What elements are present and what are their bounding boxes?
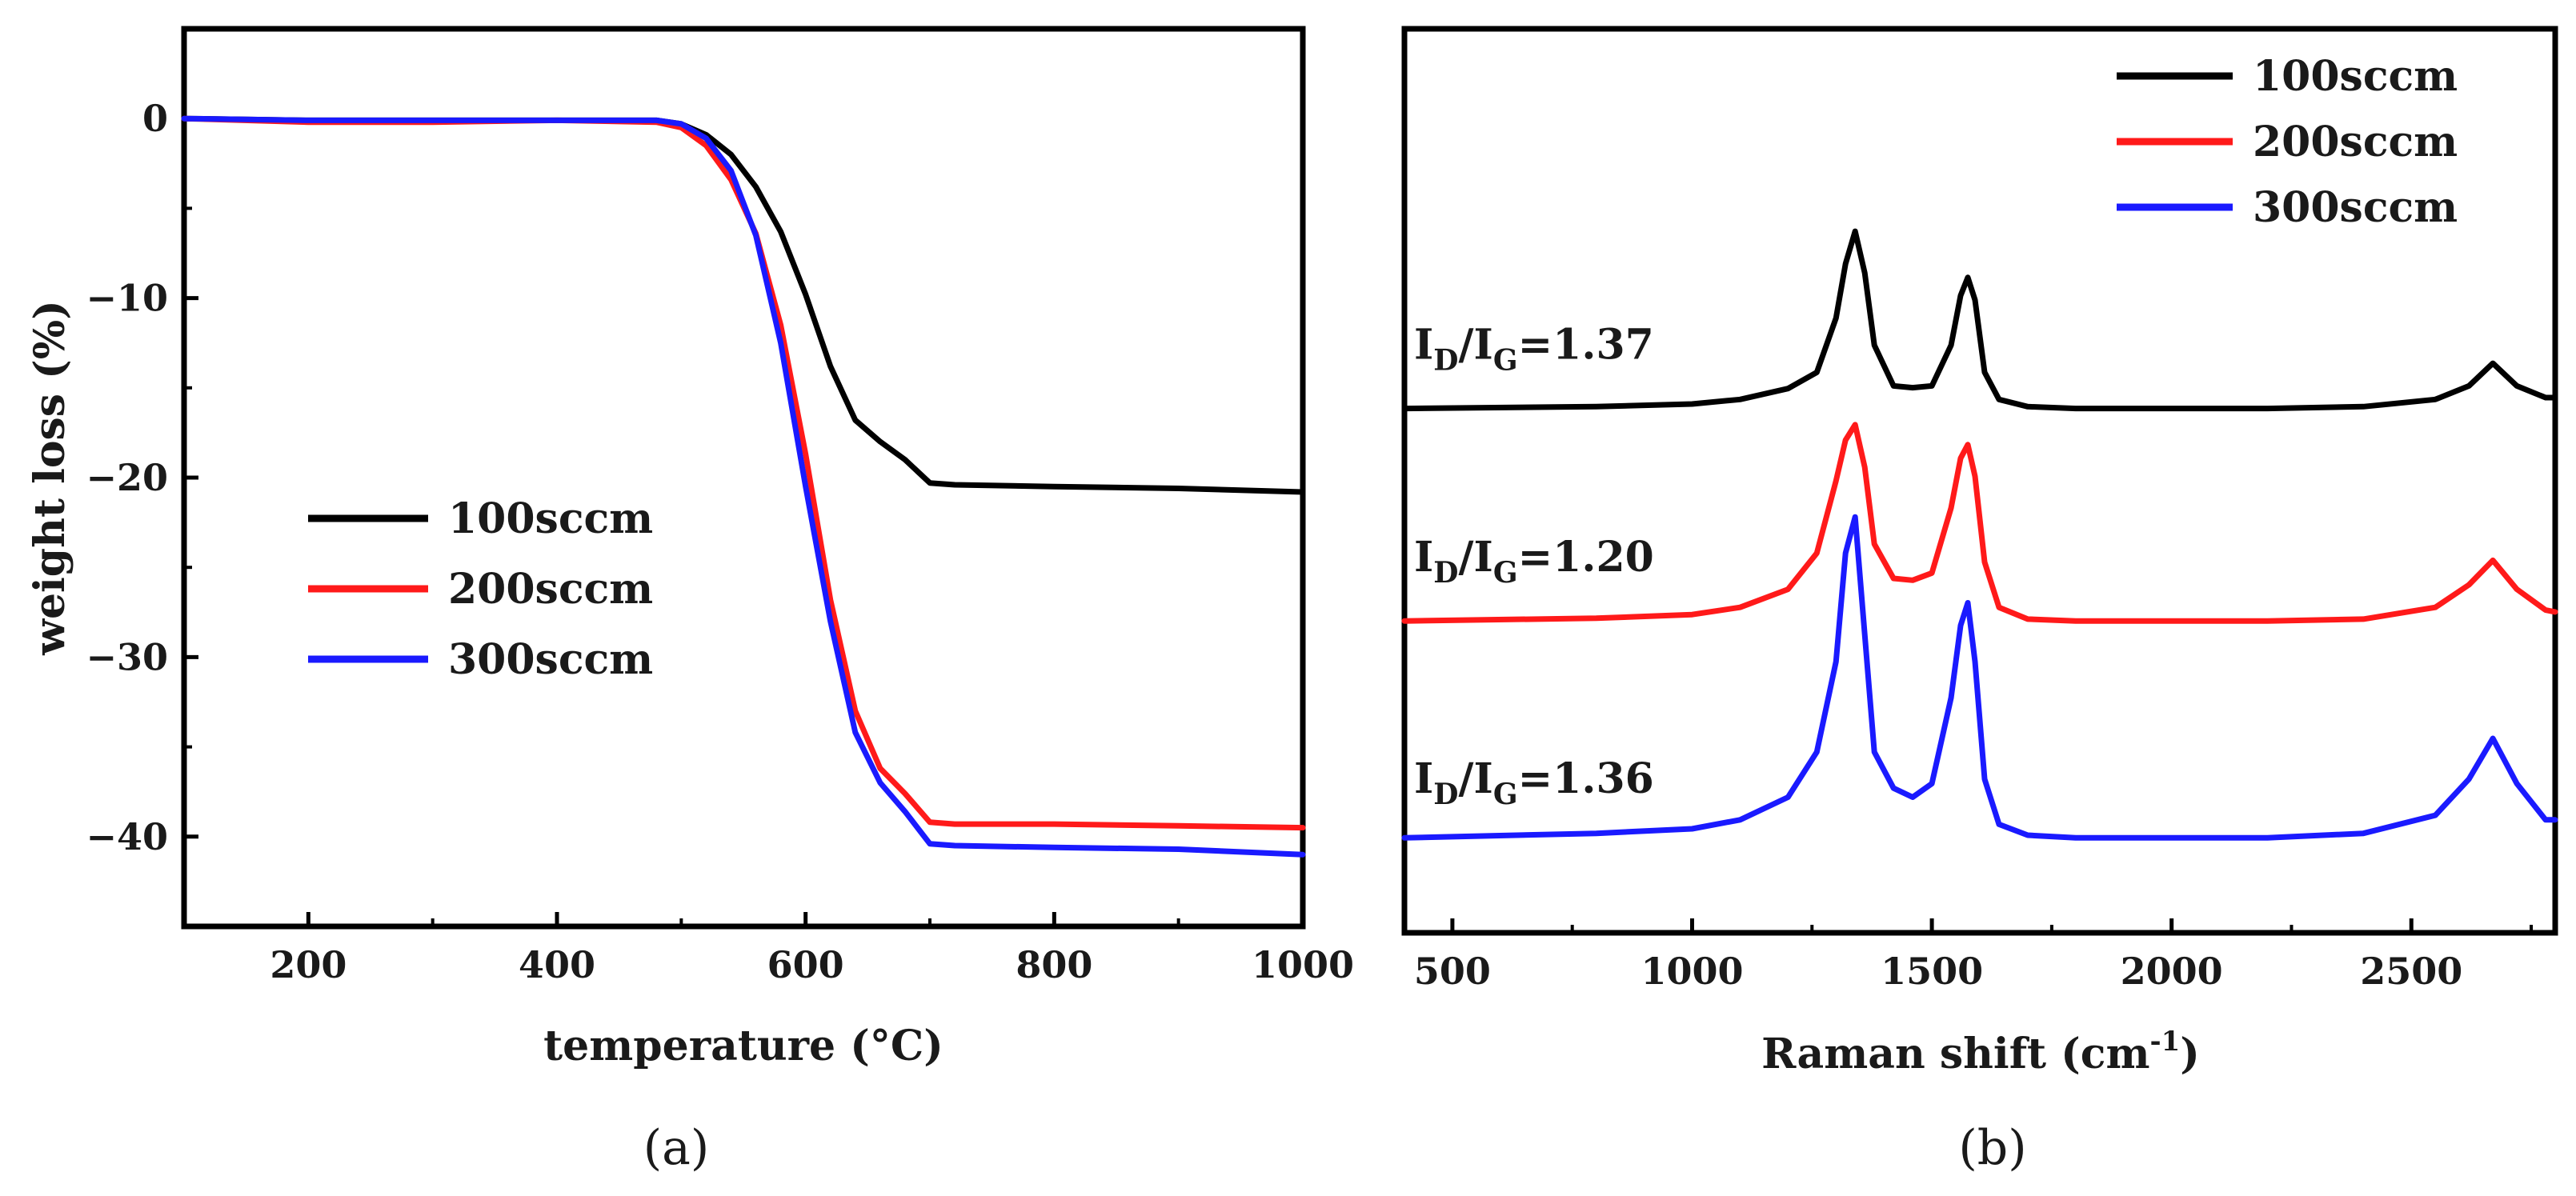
panel-b-plot-frame [1401,26,2558,936]
panel-a-y-tick-label: −30 [86,635,168,678]
panel-b-raman-chart: 500 1000 1500 2000 2500 ID/IG=1.37ID/IG=1.20… [1401,26,2558,1176]
panel-b-annotation-part: I [1414,320,1433,369]
panel-b-annotation-part: D [1433,556,1458,590]
panel-b-annotation-part: /I [1459,320,1493,369]
panel-b-series-line-100sccm [1401,228,2558,412]
panel-a-x-tick-label: 600 [767,943,844,986]
panel-b-legend-label: 300sccm [2253,183,2458,232]
panel-b-annotation-part: =1.36 [1518,754,1654,803]
panel-b-annotation-part: G [1493,343,1518,377]
panel-b-series-line-200sccm [1401,422,2558,624]
panel-b-x-tick-label: 2000 [2121,950,2223,993]
panel-a-plot-frame [181,26,1306,930]
panel-a-y-axis-title: weight loss (%) [26,300,74,656]
panel-a-y-tick-label: −20 [86,456,168,499]
panel-a-legend-label: 100sccm [448,494,653,543]
panel-b-annotation-part: G [1493,778,1518,811]
panel-a-label: (a) [643,1120,710,1176]
panel-b-id-ig-annotation: ID/IG=1.20 [1414,533,1654,590]
panel-b-x-tick-label: 1000 [1641,950,1743,993]
panel-b-x-axis-title-main: Raman shift (cm [1761,1030,2149,1078]
panel-b-x-tick-label: 2500 [2360,950,2462,993]
panel-a-x-tick-label: 400 [519,943,595,986]
panel-b-annotation-part: =1.37 [1518,320,1654,369]
panel-a-series-line-300sccm [181,115,1306,858]
panel-a-x-tick-label: 800 [1016,943,1092,986]
panel-a-series-line-100sccm [181,115,1306,495]
panel-a-y-tick-label: 0 [142,97,168,140]
panel-b-id-ig-annotation: ID/IG=1.37 [1414,320,1654,377]
panel-b-annotation-part: /I [1459,754,1493,803]
panel-a-series-line-200sccm [181,115,1306,831]
panel-b-label: (b) [1958,1120,2026,1176]
panel-b-annotation-part: /I [1459,533,1493,582]
panel-b-x-axis-title: Raman shift (cm-1) [1761,1026,2200,1078]
panel-a-x-axis: 200 400 600 800 1000 [270,912,1354,986]
panel-b-x-tick-label: 500 [1414,950,1491,993]
panel-b-series-line-300sccm [1401,514,2558,841]
panel-b-x-axis-title-end: ) [2180,1030,2200,1078]
panel-a-legend: 100sccm 200sccm 300sccm [308,494,653,684]
panel-b-annotation-part: =1.20 [1518,533,1654,582]
panel-a-x-axis-title: temperature (°C) [543,1022,943,1070]
panel-b-legend-label: 100sccm [2253,52,2458,101]
panel-a-x-tick-label: 200 [270,943,347,986]
panel-b-id-ig-annotation: ID/IG=1.36 [1414,754,1654,811]
panel-b-annotation-part: D [1433,343,1458,377]
panel-a-tga-chart: 0 −10 −20 −30 −40 200 400 600 800 1000 100sccm 20… [26,26,1354,1176]
panel-b-x-axis-title-sup: -1 [2149,1026,2180,1058]
panel-b-annotation-part: I [1414,533,1433,582]
panel-a-legend-label: 200sccm [448,565,653,614]
panel-b-x-tick-label: 1500 [1881,950,1983,993]
panel-b-legend: 100sccm 200sccm 300sccm [2117,52,2458,232]
panel-b-annotation-part: G [1493,556,1518,590]
panel-a-series-group [181,115,1306,858]
panel-a-y-axis: 0 −10 −20 −30 −40 [86,27,198,928]
panel-b-annotation-part: D [1433,778,1458,811]
panel-b-x-axis: 500 1000 1500 2000 2500 [1414,918,2534,993]
panel-b-legend-label: 200sccm [2253,118,2458,166]
panel-b-series-group [1401,228,2558,841]
panel-a-y-tick-label: −10 [86,277,168,320]
panel-a-x-tick-label: 1000 [1252,943,1354,986]
panel-a-y-tick-label: −40 [86,815,168,858]
panel-a-legend-label: 300sccm [448,635,653,684]
panel-b-annotation-part: I [1414,754,1433,803]
